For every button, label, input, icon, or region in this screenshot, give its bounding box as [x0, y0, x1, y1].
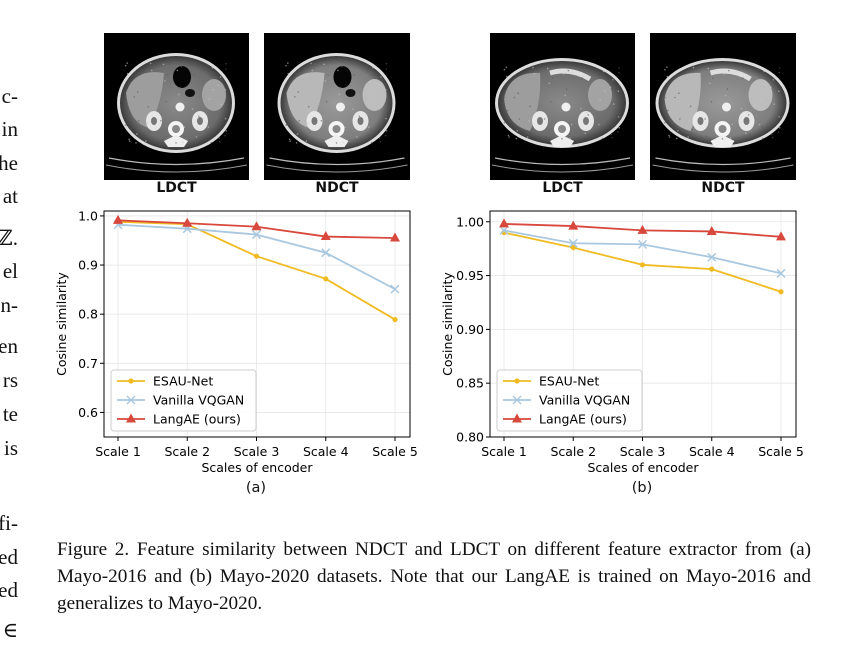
y-tick-label: 0.9 [78, 258, 98, 273]
y-tick-label: 0.7 [78, 356, 98, 371]
ct-image-ndct-a [264, 33, 410, 180]
data-point-vqgan [776, 268, 786, 278]
y-tick-label: 0.95 [456, 268, 484, 283]
data-point-vqgan [499, 225, 509, 235]
data-point-langae [499, 218, 509, 228]
margin-line: at [2, 184, 18, 208]
y-axis-label: Cosine similarity [440, 272, 455, 376]
x-tick-label: Scale 1 [481, 444, 527, 459]
data-point-esau [323, 276, 329, 282]
panel-label-a: (a) [245, 480, 267, 496]
legend: ESAU-Net Vanilla VQGAN LangAE (ours) [496, 369, 643, 432]
data-point-langae [182, 217, 193, 227]
data-point-langae [706, 225, 717, 235]
data-point-langae [320, 231, 331, 241]
panel-label-b: (b) [631, 480, 653, 496]
margin-line: ed [0, 578, 18, 602]
margin-line: ∈ [2, 618, 18, 642]
data-point-langae [776, 231, 786, 241]
y-tick-label: 0.8 [78, 307, 98, 322]
data-point-esau [639, 262, 646, 268]
data-point-vqgan [390, 284, 400, 294]
legend: ESAU-Net Vanilla VQGAN LangAE (ours) [110, 369, 257, 432]
x-tick-label: Scale 5 [758, 444, 804, 459]
figure-caption: Figure 2. Feature similarity between NDC… [57, 539, 811, 614]
legend-marker-esau [128, 378, 134, 384]
data-point-langae [251, 221, 262, 231]
margin-line: is [3, 436, 18, 460]
legend-label-esau: ESAU-Net [539, 374, 599, 389]
legend-marker-esau [514, 378, 520, 384]
ct-slice-graphic [652, 58, 794, 173]
legend-label-langae: LangAE (ours) [153, 412, 241, 427]
data-point-langae [637, 224, 648, 234]
margin-line: n- [0, 293, 19, 317]
legend-label-vqgan: Vanilla VQGAN [539, 393, 630, 408]
y-axis-label: Cosine similarity [54, 272, 69, 376]
data-point-vqgan [321, 248, 331, 258]
data-point-vqgan [251, 230, 262, 240]
left-column-fragment: c- in he at ℤ. el n- en rs te is fi- ed … [0, 0, 40, 647]
ct-slice-graphic [266, 53, 408, 173]
x-tick-label: Scale 2 [550, 444, 596, 459]
x-tick-label: Scale 3 [234, 444, 280, 459]
data-point-langae [113, 214, 123, 224]
legend-label-vqgan: Vanilla VQGAN [153, 393, 244, 408]
margin-line: rs [2, 368, 18, 392]
data-point-langae [390, 232, 400, 242]
x-axis-label: Scales of encoder [587, 460, 699, 475]
y-tick-label: 1.0 [78, 208, 98, 223]
margin-line: c- [1, 84, 18, 108]
ct-label-ndct-b: NDCT [701, 180, 745, 196]
data-point-vqgan [637, 239, 648, 249]
x-tick-label: Scale 4 [689, 444, 735, 459]
margin-line: ℤ. [0, 226, 18, 250]
margin-line: te [2, 402, 18, 426]
legend-label-langae: LangAE (ours) [539, 412, 627, 427]
data-point-vqgan [707, 252, 717, 262]
x-axis-label: Scales of encoder [201, 460, 313, 475]
data-point-vqgan [568, 238, 578, 248]
y-tick-label: 0.90 [456, 322, 484, 337]
x-tick-label: Scale 5 [372, 444, 418, 459]
x-tick-label: Scale 2 [164, 444, 210, 459]
y-tick-label: 0.80 [456, 430, 484, 445]
legend-box [496, 369, 643, 432]
ct-image-ndct-b [650, 33, 796, 180]
x-tick-label: Scale 1 [95, 444, 141, 459]
ct-image-ldct-a [104, 33, 249, 180]
data-point-esau [778, 289, 784, 295]
data-point-esau [570, 244, 576, 251]
ct-slice-graphic [105, 53, 248, 173]
data-point-esau [392, 316, 398, 323]
ct-label-ndct-a: NDCT [315, 180, 359, 196]
ct-slice-graphic [491, 58, 634, 173]
y-tick-label: 1.00 [456, 214, 484, 229]
margin-line: ed [0, 545, 18, 569]
data-point-langae [568, 220, 579, 230]
margin-line: fi- [0, 511, 18, 535]
ct-label-ldct-b: LDCT [542, 180, 583, 196]
legend-box [110, 369, 257, 432]
line-chart-b: 0.80 0.85 0.90 0.95 1.00 Scale 1 Scale 2 Scale … [440, 210, 804, 475]
ct-label-ldct-a: LDCT [156, 180, 197, 196]
margin-line: in [1, 117, 18, 141]
legend-marker-vqgan [512, 395, 522, 405]
legend-marker-langae [126, 413, 136, 423]
x-tick-label: Scale 4 [303, 444, 349, 459]
data-point-esau [253, 253, 260, 259]
margin-line: en [0, 334, 18, 358]
x-tick-label: Scale 3 [620, 444, 666, 459]
y-tick-label: 0.6 [78, 405, 98, 420]
ct-image-ldct-b [490, 33, 635, 180]
margin-line: el [2, 259, 18, 283]
margin-line: he [0, 151, 18, 175]
legend-label-esau: ESAU-Net [153, 374, 213, 389]
y-tick-label: 0.85 [456, 376, 484, 391]
legend-marker-vqgan [126, 395, 136, 405]
data-point-esau [709, 266, 715, 272]
legend-marker-langae [512, 413, 522, 423]
